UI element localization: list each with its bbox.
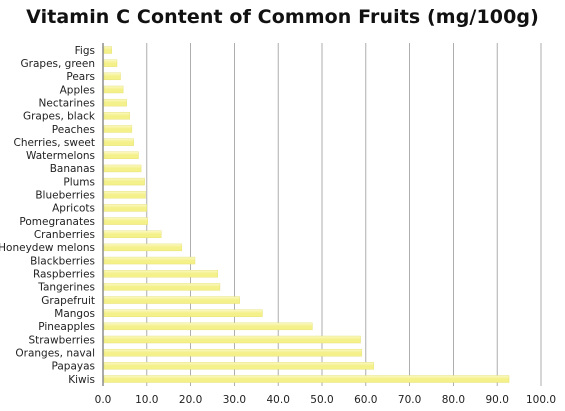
category-label: Strawberries [28,334,95,346]
bar [103,112,130,120]
category-label: Tangerines [37,282,95,294]
x-tick-label: 20.0 [179,394,202,406]
bar [103,85,124,94]
bar [103,270,218,278]
category-label: Cranberries [34,229,95,241]
category-label: Plums [63,176,95,188]
category-label: Watermelons [26,150,95,162]
bar [103,322,313,331]
category-label: Grapefruit [41,295,95,307]
category-label: Bananas [50,163,95,175]
x-tick-label: 90.0 [486,394,509,406]
bar [103,138,134,146]
bar [103,125,133,133]
gridlines [102,43,542,386]
category-label: Peaches [52,124,95,136]
bar [103,309,263,317]
category-label: Nectarines [39,97,95,109]
bars [103,46,510,383]
category-label: Blackberries [30,255,95,267]
category-label: Pomegranates [19,216,95,228]
bar [103,243,183,252]
category-label: Cherries, sweet [13,137,95,149]
category-label: Papayas [51,361,95,373]
x-tick-label: 70.0 [398,394,421,406]
category-label: Pineapples [38,321,95,333]
category-label: Pears [66,71,95,83]
bar [103,59,118,67]
x-tick-label: 100.0 [526,394,556,406]
category-label: Blueberries [35,190,95,202]
bar [103,46,112,54]
bar [103,348,363,357]
bar [103,230,162,238]
category-label: Grapes, green [21,58,95,70]
bar [103,217,148,225]
x-tick-label: 30.0 [223,394,246,406]
x-tick-label: 50.0 [310,394,333,406]
x-tick-label: 40.0 [267,394,290,406]
bar [103,283,221,291]
category-label: Apples [60,84,95,96]
category-label: Figs [75,45,95,57]
bar [103,362,374,370]
bar [103,335,361,344]
x-tick-label: 60.0 [354,394,377,406]
bar [103,72,121,81]
category-label: Honeydew melons [0,242,95,254]
category-label: Mangos [54,308,95,320]
bar [103,164,142,173]
bar [103,191,146,199]
bar [103,151,139,159]
x-tick-label: 10.0 [135,394,158,406]
category-label: Apricots [52,203,95,215]
x-axis-ticks: 0.0 10.0 20.0 30.0 40.0 50.0 60.0 70.0 80.0 90.0 1… [95,394,556,406]
bar [103,375,510,383]
x-tick-label: 80.0 [442,394,465,406]
chart-title: Vitamin C Content of Common Fruits (mg/1… [26,6,539,28]
bar [103,98,127,107]
bar [103,256,196,265]
category-label: Grapes, black [23,111,96,123]
category-label: Oranges, naval [15,347,95,359]
bar [103,204,147,212]
x-tick-label: 0.0 [95,394,112,406]
bar [103,177,145,186]
category-label: Kiwis [68,374,95,386]
category-label: Raspberries [33,269,95,281]
bar [103,296,240,304]
